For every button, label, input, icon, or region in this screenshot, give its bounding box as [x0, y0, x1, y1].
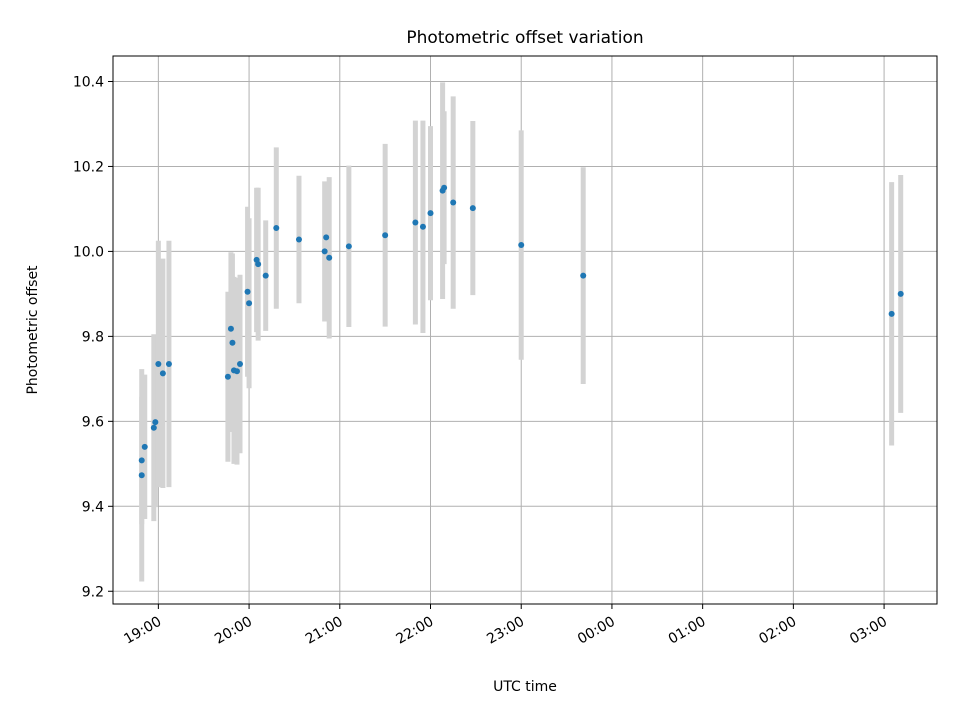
- data-point: [244, 288, 251, 295]
- data-point: [255, 261, 262, 268]
- data-point: [262, 272, 269, 279]
- data-point: [888, 310, 895, 317]
- y-axis-label: Photometric offset: [25, 265, 41, 395]
- data-point: [345, 243, 352, 250]
- data-points: [138, 184, 904, 479]
- data-point: [427, 210, 434, 217]
- data-point: [412, 219, 419, 226]
- data-point: [273, 225, 280, 232]
- data-point: [150, 424, 157, 431]
- x-axis-label: UTC time: [493, 679, 557, 695]
- data-point: [580, 272, 587, 279]
- data-point: [155, 360, 162, 367]
- plot-frame: [112, 55, 938, 605]
- data-point: [469, 205, 476, 212]
- y-tick-label: 10.0: [73, 244, 104, 260]
- data-point: [227, 325, 234, 332]
- y-tick-label: 10.4: [73, 74, 104, 90]
- data-point: [518, 242, 525, 249]
- data-point: [138, 472, 145, 479]
- data-point: [165, 360, 172, 367]
- data-point: [246, 300, 253, 307]
- data-point: [450, 199, 457, 206]
- data-point: [382, 232, 389, 239]
- y-axis-ticks: 9.2 9.4 9.6 9.8 10.0 10.2 10.4: [73, 74, 113, 600]
- data-point: [224, 373, 231, 380]
- data-point: [237, 360, 244, 367]
- data-point: [141, 443, 148, 450]
- chart-title: Photometric offset variation: [406, 28, 643, 48]
- data-point: [441, 184, 448, 191]
- data-point: [233, 368, 240, 375]
- data-point: [321, 248, 328, 255]
- data-point: [419, 223, 426, 230]
- data-point: [295, 236, 302, 243]
- y-tick-label: 9.8: [82, 329, 104, 345]
- data-point: [159, 370, 166, 377]
- data-point: [152, 419, 159, 426]
- data-point: [138, 457, 145, 464]
- data-point: [323, 234, 330, 241]
- y-tick-label: 9.4: [82, 499, 104, 515]
- data-point: [229, 339, 236, 346]
- y-tick-label: 9.2: [82, 584, 104, 600]
- data-point: [897, 290, 904, 297]
- y-tick-label: 10.2: [73, 159, 104, 175]
- data-point: [326, 254, 333, 261]
- y-tick-label: 9.6: [82, 414, 104, 430]
